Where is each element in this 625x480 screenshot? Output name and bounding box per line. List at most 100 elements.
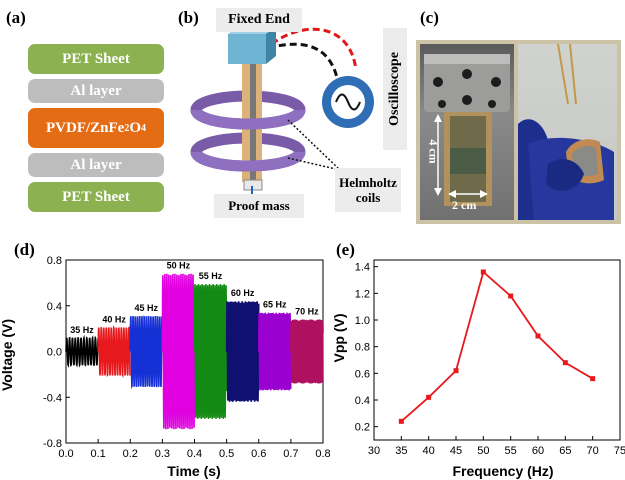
clamp-top-edge <box>424 54 510 64</box>
device-photo-flat-drawing <box>424 54 510 206</box>
screw-icon <box>491 77 501 87</box>
vpp-point-50hz <box>480 269 486 275</box>
vpp-point-45hz <box>453 368 459 374</box>
voltage-x-tick-label: 0.7 <box>283 448 298 460</box>
device-photo-flat: 4 cm 2 cm <box>420 44 514 220</box>
layer-pet-top: PET Sheet <box>28 44 164 74</box>
device-photo-bent <box>518 44 617 220</box>
arrow-up-icon <box>434 114 442 122</box>
device-photos: 4 cm 2 cm <box>416 40 621 224</box>
voltage-plot-area: 35 Hz 40 Hz 45 Hz 50 Hz 55 Hz 60 Hz 65 Hz 70 Hz… <box>43 255 330 460</box>
upper-coil-front <box>190 108 306 130</box>
helmholtz-line-2: coils <box>355 190 381 205</box>
clamp-block <box>424 54 510 112</box>
lead-wire <box>557 44 569 105</box>
oscilloscope-label-box: Oscilloscope <box>383 28 407 150</box>
black-wire <box>267 42 340 83</box>
pvdf-sub1: 2 <box>124 122 130 134</box>
layer-pvdf: PVDF/ZnFe 2 O 4 <box>28 108 164 148</box>
vpp-y-tick-label: 1.4 <box>355 262 370 274</box>
voltage-x-tick-label: 0.8 <box>315 448 330 460</box>
layer-al-bottom: Al layer <box>28 153 164 177</box>
screw-icon <box>438 100 446 108</box>
screw-icon <box>462 95 472 105</box>
vpp-y-axis-label: Vpp (V) <box>331 314 347 363</box>
voltage-series-35hz <box>65 334 99 368</box>
vpp-x-tick-label: 35 <box>395 445 407 457</box>
fixed-block <box>228 34 266 64</box>
vpp-point-35hz <box>398 418 404 424</box>
voltage-x-tick-label: 0.3 <box>155 448 170 460</box>
voltage-series-label-60hz: 60 Hz <box>231 288 255 298</box>
layer-al-top: Al layer <box>28 79 164 103</box>
voltage-y-tick-label: -0.4 <box>43 392 62 404</box>
vpp-series-line <box>400 270 594 423</box>
voltage-time-chart: 35 Hz 40 Hz 45 Hz 50 Hz 55 Hz 60 Hz 65 Hz 70 Hz… <box>0 255 330 479</box>
vpp-point-65hz <box>562 360 568 366</box>
pvdf-base: PVDF/ZnFe <box>46 119 125 136</box>
arrow-down-icon <box>434 188 442 196</box>
voltage-series-55hz <box>193 284 228 419</box>
voltage-series-65hz <box>257 312 292 391</box>
voltage-y-tick-label: 0.8 <box>47 255 62 267</box>
setup-drawing <box>190 26 374 200</box>
voltage-series-label-70hz: 70 Hz <box>295 306 319 316</box>
helmholtz-leader-2 <box>287 157 341 171</box>
block-side <box>266 26 276 64</box>
oscilloscope-label: Oscilloscope <box>387 52 402 126</box>
screw-icon <box>462 69 472 79</box>
glove-thumb <box>546 159 584 191</box>
voltage-x-tick-label: 0.6 <box>251 448 266 460</box>
voltage-series-70hz <box>290 319 324 384</box>
arrow-left-icon <box>448 190 456 198</box>
screw-icon <box>433 77 443 87</box>
vpp-y-tick-label: 1.0 <box>355 315 370 327</box>
pvdf-sub2: 4 <box>141 122 146 134</box>
voltage-x-tick-label: 0.4 <box>187 448 202 460</box>
voltage-x-tick-label: 0.2 <box>123 448 138 460</box>
vpp-plot-area: 30 35 40 45 50 55 60 65 70 75 0.2 0.4 0.6 0.8 1.0 1.2 1.… <box>355 259 625 457</box>
voltage-series-label-35hz: 35 Hz <box>70 325 94 335</box>
voltage-series-45hz <box>129 315 164 390</box>
panel-b-label: (b) <box>178 8 199 27</box>
voltage-y-tick-label: 0.4 <box>47 301 62 313</box>
voltage-y-tick-label: 0.0 <box>47 347 62 359</box>
voltage-series-label-45hz: 45 Hz <box>135 303 159 313</box>
vpp-frequency-chart: 30 35 40 45 50 55 60 65 70 75 0.2 0.4 0.6 0.8 1.0 1.2 1.… <box>331 259 625 479</box>
vpp-y-tick-label: 1.2 <box>355 288 370 300</box>
panel-a-label: (a) <box>6 8 26 27</box>
screw-icon <box>488 100 496 108</box>
width-label: 2 cm <box>452 198 477 212</box>
vpp-y-tick-label: 0.8 <box>355 342 370 354</box>
lower-coil-front <box>190 150 306 172</box>
panel-c-label: (c) <box>420 8 439 27</box>
vpp-x-tick-label: 65 <box>559 445 571 457</box>
voltage-x-tick-label: 0.5 <box>219 448 234 460</box>
vpp-x-tick-label: 60 <box>532 445 544 457</box>
helmholtz-leader <box>287 119 341 171</box>
panel-d-label: (d) <box>14 240 35 259</box>
voltage-y-axis-label: Voltage (V) <box>0 319 15 391</box>
vpp-point-55hz <box>508 293 514 299</box>
voltage-series-label-55hz: 55 Hz <box>199 271 223 281</box>
vpp-point-70hz <box>590 376 596 382</box>
vpp-point-40hz <box>426 394 432 400</box>
voltage-x-axis-label: Time (s) <box>167 463 220 479</box>
device-electrode <box>450 148 486 174</box>
panel-e-label: (e) <box>336 240 355 259</box>
vpp-x-tick-label: 75 <box>614 445 625 457</box>
layer-pet-bottom: PET Sheet <box>28 182 164 212</box>
vpp-y-tick-label: 0.4 <box>355 395 370 407</box>
vpp-y-tick-label: 0.2 <box>355 422 370 434</box>
vpp-y-tick-label: 0.6 <box>355 368 370 380</box>
vpp-x-tick-label: 55 <box>505 445 517 457</box>
fixed-end-label: Fixed End <box>216 8 302 32</box>
vpp-point-60hz <box>535 333 541 339</box>
vpp-x-tick-label: 30 <box>368 445 380 457</box>
voltage-series-40hz <box>97 325 132 378</box>
pvdf-mid: O <box>129 119 141 136</box>
voltage-x-tick-label: 0.0 <box>58 448 73 460</box>
oscilloscope-wave-icon <box>335 93 361 111</box>
vpp-x-tick-label: 70 <box>587 445 599 457</box>
setup-schematic: Fixed End Oscilloscope Helmholtz coils P… <box>190 0 415 230</box>
